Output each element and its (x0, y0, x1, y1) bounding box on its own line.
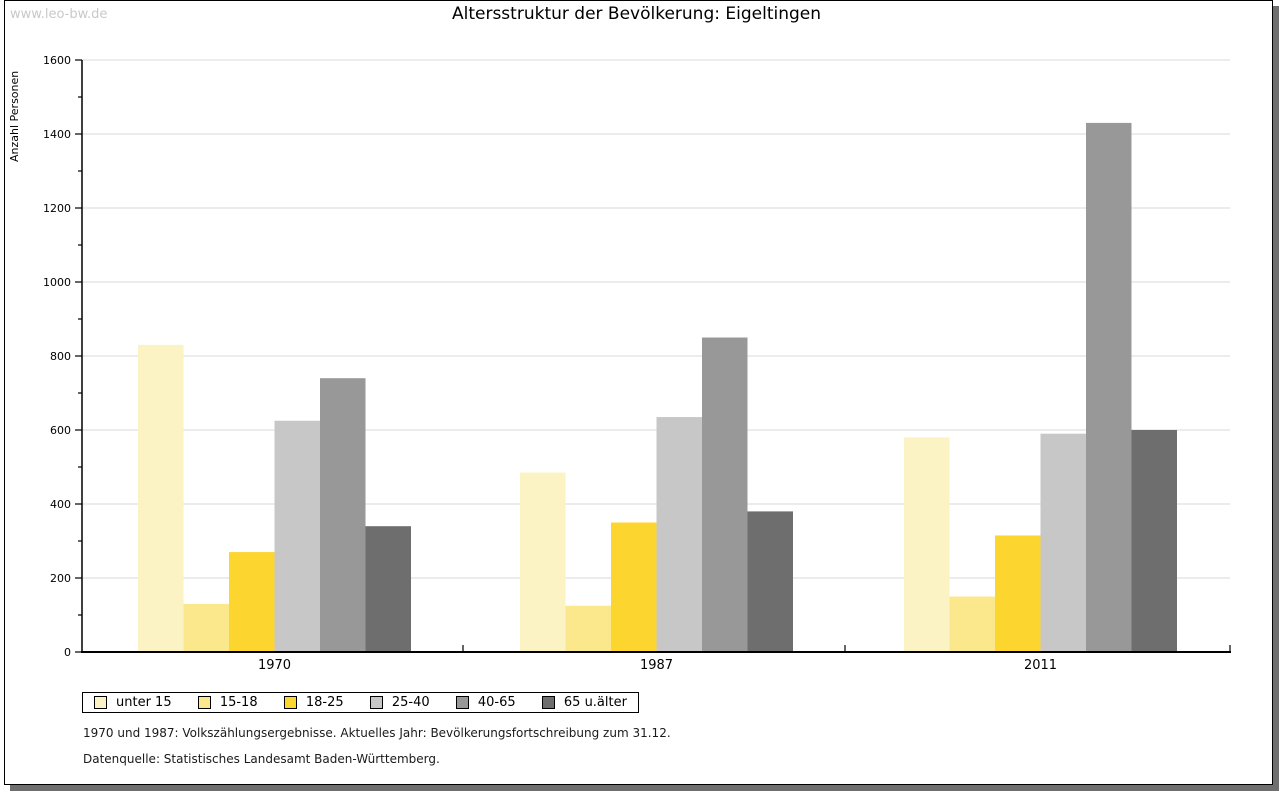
legend-label: 65 u.älter (563, 695, 627, 710)
legend-item: 25-40 (369, 695, 430, 710)
legend-swatch-icon (369, 696, 383, 709)
bar-65-u.älter-2011 (1131, 430, 1177, 652)
bar-15-18-1987 (565, 605, 611, 652)
chart-title: Altersstruktur der Bevölkerung: Eigeltin… (451, 4, 822, 24)
bar-unter-15-1987 (520, 472, 566, 652)
bar-25-40-2011 (1040, 433, 1086, 652)
legend-label: unter 15 (116, 695, 172, 710)
legend-item: 65 u.älter (541, 695, 627, 710)
bar-15-18-1970 (183, 603, 229, 652)
legend: unter 15 15-18 18-25 25-40 40-65 65 u.äl… (82, 692, 639, 713)
footnote-source: Datenquelle: Statistisches Landesamt Bad… (83, 752, 440, 766)
y-tick-label: 400 (50, 498, 71, 511)
x-tick-label: 1987 (640, 658, 673, 673)
watermark: www.leo-bw.de (10, 7, 108, 22)
y-tick-label: 800 (50, 350, 71, 363)
legend-label: 40-65 (477, 695, 516, 710)
legend-item: 18-25 (283, 695, 344, 710)
x-tick-label: 1970 (258, 658, 291, 673)
y-tick-label: 1400 (43, 128, 71, 141)
bar-18-25-2011 (995, 535, 1041, 652)
bar-40-65-2011 (1086, 122, 1132, 652)
y-tick-label: 1200 (43, 202, 71, 215)
footnote-census: 1970 und 1987: Volkszählungsergebnisse. … (83, 726, 671, 740)
bar-40-65-1970 (320, 378, 366, 652)
legend-swatch-icon (283, 696, 297, 709)
x-tick-label: 2011 (1024, 658, 1057, 673)
legend-swatch-icon (541, 696, 555, 709)
legend-label: 25-40 (391, 695, 430, 710)
bar-unter-15-2011 (904, 437, 950, 652)
bar-18-25-1987 (611, 522, 657, 652)
y-tick-label: 600 (50, 424, 71, 437)
legend-item: 15-18 (197, 695, 258, 710)
bar-15-18-2011 (949, 596, 995, 652)
legend-label: 18-25 (305, 695, 344, 710)
legend-item: unter 15 (94, 695, 172, 710)
legend-swatch-icon (94, 696, 107, 709)
y-tick-label: 0 (64, 646, 71, 659)
bar-65-u.älter-1970 (365, 526, 411, 652)
bar-65-u.älter-1987 (747, 511, 793, 652)
bar-25-40-1987 (656, 417, 702, 652)
legend-label: 15-18 (219, 695, 258, 710)
legend-swatch-icon (455, 696, 469, 709)
y-tick-label: 1600 (43, 54, 71, 67)
bar-unter-15-1970 (138, 344, 184, 652)
y-tick-label: 200 (50, 572, 71, 585)
bar-40-65-1987 (702, 337, 748, 652)
bar-18-25-1970 (229, 552, 275, 652)
bar-25-40-1970 (274, 420, 320, 652)
legend-item: 40-65 (455, 695, 516, 710)
chart-frame (4, 0, 1273, 785)
legend-swatch-icon (197, 696, 211, 709)
y-tick-label: 1000 (43, 276, 71, 289)
